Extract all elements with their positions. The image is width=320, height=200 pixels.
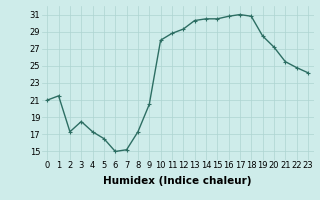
- X-axis label: Humidex (Indice chaleur): Humidex (Indice chaleur): [103, 176, 252, 186]
